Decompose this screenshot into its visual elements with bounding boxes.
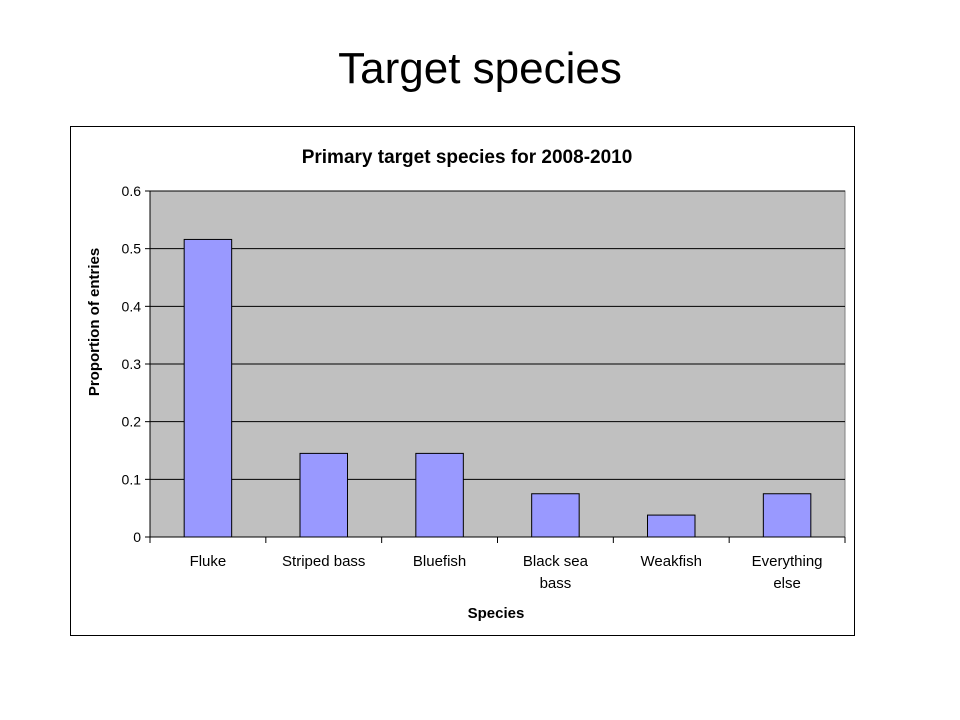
y-tick-label: 0.3 xyxy=(122,356,142,372)
x-tick-label: Striped bass xyxy=(282,553,365,570)
slide-title: Target species xyxy=(338,44,622,93)
bar xyxy=(299,452,348,538)
y-tick-label: 0.2 xyxy=(122,414,142,430)
y-tick-label: 0.5 xyxy=(122,241,142,257)
x-tick-label: Fluke xyxy=(190,553,227,570)
bar xyxy=(531,493,580,538)
chart-title: Primary target species for 2008-2010 xyxy=(302,147,633,168)
chart-area: Primary target species for 2008-2010 Pro… xyxy=(70,126,855,636)
y-tick-label: 0.6 xyxy=(122,183,142,199)
bar xyxy=(647,514,696,538)
x-tick-label: else xyxy=(773,575,801,592)
x-axis-label: Species xyxy=(468,605,525,622)
y-tick-label: 0 xyxy=(133,529,141,545)
x-tick-label: Everything xyxy=(752,553,823,570)
x-tick-label: Weakfish xyxy=(641,553,702,570)
x-tick-label: Bluefish xyxy=(413,553,466,570)
y-tick-label: 0.4 xyxy=(122,298,142,314)
bar-chart: Primary target species for 2008-2010 Pro… xyxy=(86,147,846,622)
bar xyxy=(415,452,464,538)
bar xyxy=(183,238,233,538)
bar xyxy=(762,493,812,538)
plot-area: 0 0.1 0.2 0.3 0.4 0.5 0.6 Fluke Striped bass Blue… xyxy=(122,183,846,592)
x-tick-label: bass xyxy=(540,575,572,592)
y-axis-label: Proportion of entries xyxy=(86,248,103,396)
y-tick-label: 0.1 xyxy=(122,471,142,487)
x-tick-label: Black sea xyxy=(523,553,589,570)
